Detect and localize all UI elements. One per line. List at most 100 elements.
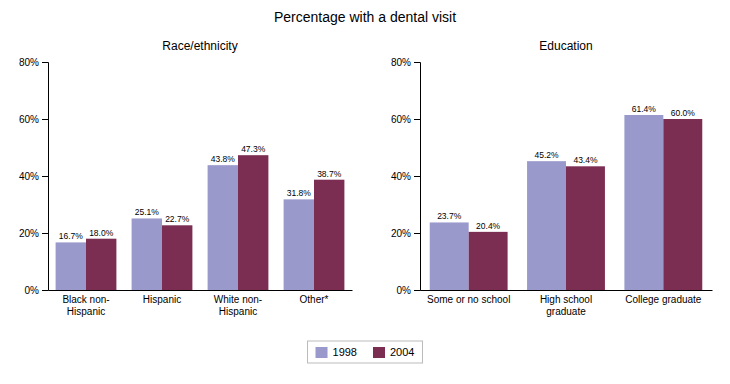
x-axis: Black non-HispanicHispanicWhite non-Hisp…: [49, 291, 353, 317]
plot: 16.7% 25.1% 43.8% 31.8% 18.0% 22.7% 47.3% 38.7%…: [19, 39, 353, 317]
tick-mark: [414, 62, 420, 63]
bar: [284, 199, 314, 290]
tick-label-line: White non-: [214, 294, 262, 305]
tick-mark: [42, 62, 48, 63]
bars: [430, 115, 703, 290]
bar: [430, 222, 469, 290]
tick-mark: [42, 290, 48, 291]
data-labels: 16.7% 25.1% 43.8% 31.8% 18.0% 22.7% 47.3% 38.7%: [59, 144, 342, 241]
subtitle: Race/ethnicity: [162, 39, 237, 53]
tick-label-line: High school: [540, 294, 592, 305]
tick-mark: [42, 119, 48, 120]
tick-mark: [42, 233, 48, 234]
bar: [314, 180, 344, 290]
tick-label: 60%: [391, 114, 411, 125]
bar: [208, 165, 238, 290]
tick-label-line: Other*: [300, 294, 329, 305]
data-labels: 23.7% 45.2% 61.4% 20.4% 43.4% 60.0%: [437, 104, 695, 231]
tick-label-line: Hispanic: [67, 306, 105, 317]
tick-label: 20%: [391, 228, 411, 239]
data-label: 60.0%: [671, 108, 696, 118]
tick-label: 20%: [19, 228, 39, 239]
tick-label-line: Some or no school: [427, 294, 510, 305]
data-label: 38.7%: [317, 169, 342, 179]
tick-mark: [42, 176, 48, 177]
legend-items: 1998 2004: [316, 346, 415, 358]
data-label: 23.7%: [437, 211, 462, 221]
data-label: 18.0%: [89, 228, 114, 238]
tick: 40%: [391, 171, 420, 182]
data-label: 47.3%: [241, 144, 266, 154]
tick: 20%: [19, 228, 48, 239]
tick-label: 80%: [391, 57, 411, 68]
bar: [132, 218, 162, 290]
data-label: 25.1%: [135, 207, 160, 217]
tick-label: College graduate: [625, 294, 702, 305]
tick-label: 40%: [19, 171, 39, 182]
tick: 60%: [391, 114, 420, 125]
tick-label-line: Hispanic: [143, 294, 181, 305]
data-label: 45.2%: [534, 150, 559, 160]
bars: [56, 155, 345, 290]
tick-label: 0%: [25, 285, 40, 296]
tick-label: High schoolgraduate: [540, 294, 592, 317]
tick: Some or no school: [427, 294, 510, 305]
tick-mark: [414, 290, 420, 291]
data-label: 61.4%: [632, 104, 657, 114]
tick-label: Black non-Hispanic: [62, 294, 109, 317]
tick-label: 60%: [19, 114, 39, 125]
data-label: 43.8%: [211, 154, 236, 164]
bar: [86, 239, 116, 290]
plot: 23.7% 45.2% 61.4% 20.4% 43.4% 60.0% 0% 20% 40% 60…: [391, 39, 713, 317]
tick-label-line: graduate: [546, 306, 586, 317]
bar: [469, 232, 508, 290]
legend-swatch: [373, 347, 385, 358]
tick-label-line: Hispanic: [219, 306, 257, 317]
data-label: 20.4%: [476, 221, 501, 231]
tick: 0%: [397, 285, 420, 296]
data-label: 31.8%: [287, 188, 312, 198]
data-label: 43.4%: [573, 155, 598, 165]
legend: 1998 2004: [308, 341, 423, 363]
bar: [527, 161, 566, 290]
tick: Other*: [300, 294, 329, 305]
tick-mark: [414, 233, 420, 234]
legend-label: 2004: [390, 346, 414, 358]
axis-line: [49, 290, 353, 291]
data-label: 22.7%: [165, 214, 190, 224]
bar: [566, 166, 605, 290]
axis-line: [421, 290, 713, 291]
tick-label: 0%: [397, 285, 412, 296]
tick-label: 40%: [391, 171, 411, 182]
tick-label: Some or no school: [427, 294, 510, 305]
bar: [238, 155, 268, 290]
tick-label-line: College graduate: [625, 294, 702, 305]
axis-line: [42, 63, 49, 291]
tick-label-line: Black non-: [62, 294, 109, 305]
bar: [56, 242, 86, 290]
tick: 60%: [19, 114, 48, 125]
legend-item: 1998: [316, 346, 357, 358]
legend-swatch: [316, 347, 328, 358]
bar: [162, 225, 192, 290]
title: Percentage with a dental visit: [274, 9, 456, 25]
subtitle: Education: [539, 39, 592, 53]
tick: Hispanic: [143, 294, 181, 305]
tick: White non-Hispanic: [214, 294, 262, 317]
bar: [663, 119, 702, 290]
chart: Percentage with a dental visit 16.7% 25.1%…: [0, 0, 730, 384]
tick: High schoolgraduate: [540, 294, 592, 317]
x-axis: Some or no school High schoolgraduate Coll…: [421, 291, 713, 317]
tick-mark: [414, 176, 420, 177]
legend-frame: [308, 341, 423, 363]
legend-label: 1998: [333, 346, 357, 358]
tick: 40%: [19, 171, 48, 182]
tick-label: 80%: [19, 57, 39, 68]
y-axis: 0% 20% 40% 60% 80%: [19, 57, 49, 296]
tick-label: Hispanic: [143, 294, 181, 305]
tick: 80%: [391, 57, 420, 68]
tick-label: White non-Hispanic: [214, 294, 262, 317]
bar: [624, 115, 663, 290]
data-label: 16.7%: [59, 231, 84, 241]
tick: 80%: [19, 57, 48, 68]
